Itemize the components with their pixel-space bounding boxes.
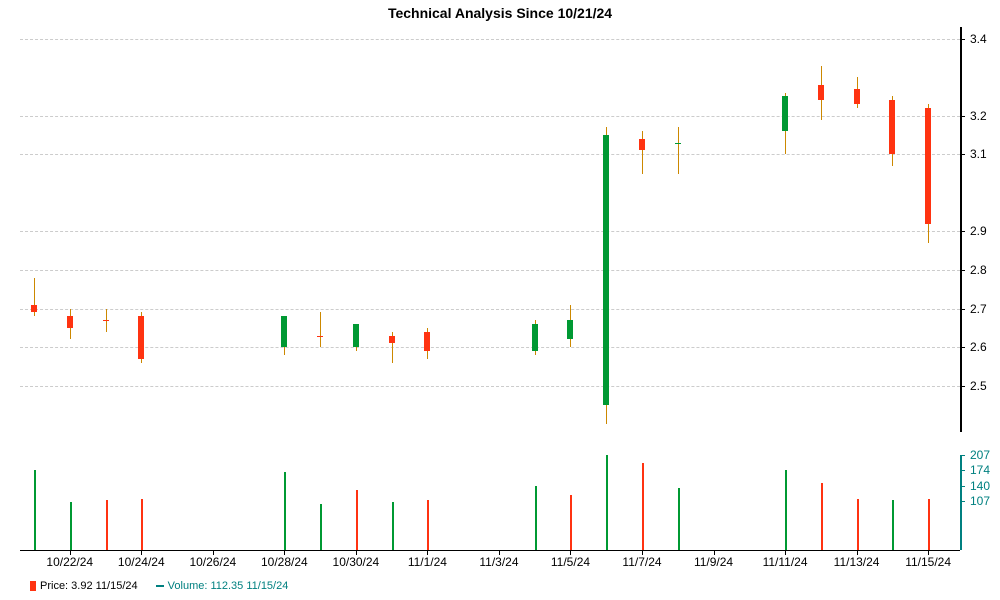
price-tick [960, 39, 965, 40]
volume-bar [356, 490, 358, 550]
x-tick-label: 10/30/24 [333, 555, 380, 569]
volume-bar [141, 499, 143, 550]
x-tick-label: 11/13/24 [834, 555, 880, 569]
volume-tick [960, 501, 965, 502]
volume-tick-label: 107 [970, 494, 990, 508]
price-tick [960, 116, 965, 117]
candle-body [67, 316, 73, 328]
price-grid-line [20, 154, 960, 155]
chart-title: Technical Analysis Since 10/21/24 [0, 5, 1000, 21]
price-tick [960, 270, 965, 271]
volume-bar [70, 502, 72, 550]
volume-tick [960, 470, 965, 471]
price-grid-line [20, 270, 960, 271]
chart-container: Technical Analysis Since 10/21/24 Price:… [0, 0, 1000, 600]
candle-body [389, 336, 395, 344]
candle-body [782, 96, 788, 131]
price-tick [960, 347, 965, 348]
legend-volume-label: Volume: 112.35 11/15/24 [168, 580, 289, 592]
price-tick-label: 2.7 [970, 302, 987, 316]
volume-bar [928, 499, 930, 550]
candle-body [639, 139, 645, 151]
candle-body [281, 316, 287, 347]
x-tick-label: 11/15/24 [905, 555, 951, 569]
candle-body [603, 135, 609, 405]
volume-bar [857, 499, 859, 550]
price-grid-line [20, 347, 960, 348]
chart-legend: Price: 3.92 11/15/24 Volume: 112.35 11/1… [30, 580, 288, 592]
x-tick-label: 11/9/24 [694, 555, 733, 569]
volume-tick-label: 174 [970, 463, 990, 477]
candle-body [532, 324, 538, 351]
legend-price-label: Price: 3.92 11/15/24 [40, 580, 138, 592]
volume-bar [892, 500, 894, 550]
price-tick-label: 2.5 [970, 379, 987, 393]
candle-wick [678, 127, 679, 173]
candle-body [31, 305, 37, 313]
price-grid-line [20, 309, 960, 310]
volume-bar [642, 463, 644, 550]
candle-body [317, 336, 323, 337]
candle-body [424, 332, 430, 351]
candle-wick [642, 131, 643, 173]
candle-body [925, 108, 931, 224]
x-tick-label: 11/7/24 [622, 555, 661, 569]
volume-bar [427, 500, 429, 550]
candle-body [675, 143, 681, 144]
price-tick-label: 2.9 [970, 224, 987, 238]
volume-panel [20, 455, 960, 550]
volume-bar [678, 488, 680, 550]
price-tick [960, 386, 965, 387]
x-tick-label: 11/11/24 [763, 555, 808, 569]
price-axis-line [960, 27, 962, 432]
volume-tick [960, 486, 965, 487]
candle-body [889, 100, 895, 154]
x-tick-label: 11/1/24 [408, 555, 447, 569]
candle-body [138, 316, 144, 358]
price-tick-label: 3.4 [970, 32, 987, 46]
volume-swatch-icon [156, 585, 164, 587]
volume-bar [106, 500, 108, 550]
candle-body [353, 324, 359, 347]
price-tick-label: 2.6 [970, 340, 987, 354]
volume-tick-label: 140 [970, 479, 990, 493]
price-grid-line [20, 231, 960, 232]
price-tick [960, 154, 965, 155]
volume-bar [34, 470, 36, 550]
volume-bar [535, 486, 537, 550]
candle-wick [320, 312, 321, 347]
legend-item-volume: Volume: 112.35 11/15/24 [156, 580, 289, 592]
x-tick-label: 10/24/24 [118, 555, 165, 569]
price-tick-label: 3.2 [970, 109, 987, 123]
volume-bar [284, 472, 286, 550]
price-tick-label: 2.8 [970, 263, 987, 277]
volume-bar [320, 504, 322, 550]
volume-bar [570, 495, 572, 550]
x-tick-label: 10/22/24 [46, 555, 93, 569]
volume-bar [785, 470, 787, 550]
candle-body [818, 85, 824, 100]
volume-bar [821, 483, 823, 550]
price-tick [960, 231, 965, 232]
candle-body [854, 89, 860, 104]
price-grid-line [20, 116, 960, 117]
x-axis-line [20, 550, 960, 551]
price-grid-line [20, 39, 960, 40]
price-swatch-icon [30, 581, 36, 591]
candle-body [103, 320, 109, 321]
x-tick-label: 11/5/24 [551, 555, 590, 569]
x-tick-label: 11/3/24 [479, 555, 518, 569]
volume-tick-label: 207 [970, 448, 990, 462]
x-tick-label: 10/26/24 [189, 555, 236, 569]
volume-tick [960, 455, 965, 456]
candle-body [567, 320, 573, 339]
price-tick [960, 309, 965, 310]
volume-bar [606, 455, 608, 550]
legend-item-price: Price: 3.92 11/15/24 [30, 580, 138, 592]
volume-bar [392, 502, 394, 550]
price-tick-label: 3.1 [970, 147, 987, 161]
x-tick-label: 10/28/24 [261, 555, 308, 569]
price-grid-line [20, 386, 960, 387]
